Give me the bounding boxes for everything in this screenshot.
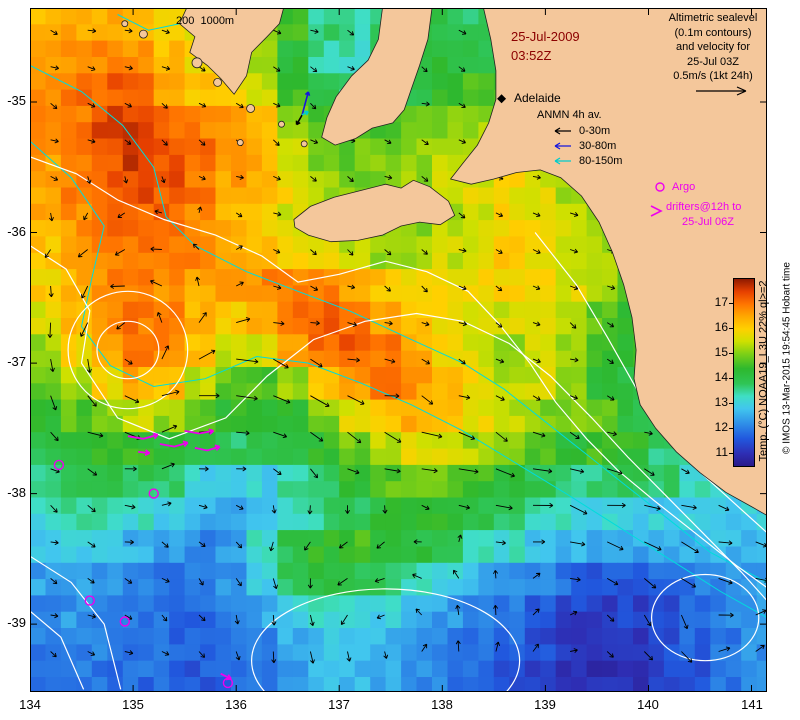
anmn-arrow-80-150m-icon: [549, 156, 573, 166]
x-tick-label: 140: [637, 697, 659, 712]
x-tick-label: 137: [328, 697, 350, 712]
altimetric-legend: Altimetric sealevel (0.1m contours) and …: [643, 11, 783, 84]
altimetric-line-4: 25-Jul 03Z: [687, 55, 739, 68]
y-tick-label: -37: [7, 354, 26, 369]
land-mainland: [449, 8, 767, 516]
anmn-arrow-0-30m-icon: [549, 126, 573, 136]
axis-ticks: [30, 8, 767, 692]
colorbar-label: Temp. (°C) NOAA19_L3U 22% ql>=2: [757, 280, 770, 462]
velocity-scale-arrow-icon: [692, 84, 754, 103]
x-tick-label: 135: [122, 697, 144, 712]
x-tick-label: 139: [534, 697, 556, 712]
city-label-adelaide: Adelaide: [514, 91, 561, 105]
anmn-arrow-30-80m-icon: [549, 141, 573, 151]
land-kangaroo: [293, 179, 456, 243]
altimetric-line-3: and velocity for: [676, 41, 750, 53]
argo-legend-row: Argo: [654, 181, 695, 193]
datetime-line2: 03:52Z: [511, 48, 552, 63]
altimetric-line-5: 0.5m/s (1kt 24h): [673, 70, 753, 82]
altimetric-line-1: Altimetric sealevel: [668, 12, 758, 24]
velocity-vectors-layer: [44, 28, 767, 664]
anmn-mooring-arrows: [295, 91, 311, 126]
drifters-label-line2: 25-Jul 06Z: [682, 216, 734, 228]
adelaide-marker: [497, 94, 507, 104]
anmn-legend-row-80-150m: 80-150m: [549, 155, 622, 167]
argo-float-icon: [654, 181, 666, 193]
y-tick-label: -35: [7, 93, 26, 108]
land-eyre: [179, 8, 285, 95]
datetime-line1: 25-Jul-2009: [511, 29, 580, 44]
x-tick-label: 138: [431, 697, 453, 712]
anmn-label-80-150m: 80-150m: [579, 155, 623, 167]
anmn-legend-row-30-80m: 30-80m: [549, 140, 616, 152]
anmn-label-30-80m: 30-80m: [579, 140, 617, 152]
altimetric-line-2: (0.1m contours): [674, 26, 752, 39]
drifter-argo-layer: [53, 428, 234, 689]
anmn-label-0-30m: 0-30m: [579, 125, 611, 137]
x-tick-label: 134: [19, 697, 41, 712]
credit-text: © IMOS 13-Mar-2015 19:54:45 Hobart time: [781, 262, 793, 454]
drifter-arrow-icon: [648, 203, 664, 224]
anmn-legend-title: ANMN 4h av.: [537, 109, 602, 121]
x-tick-label: 136: [225, 697, 247, 712]
land-yorke: [321, 8, 433, 146]
x-tick-label: 141: [741, 697, 763, 712]
argo-label: Argo: [672, 181, 696, 193]
map-canvas: [30, 8, 767, 692]
y-tick-label: -38: [7, 485, 26, 500]
temperature-colorbar: [733, 278, 755, 467]
y-tick-label: -39: [7, 615, 26, 630]
anmn-legend-row-0-30m: 0-30m: [549, 125, 610, 137]
bathymetry-depth-labels: 200 1000m: [176, 15, 235, 27]
land-layer: [121, 8, 767, 516]
y-tick-label: -36: [7, 224, 26, 239]
drifters-label-line1: drifters@12h to: [666, 201, 742, 213]
